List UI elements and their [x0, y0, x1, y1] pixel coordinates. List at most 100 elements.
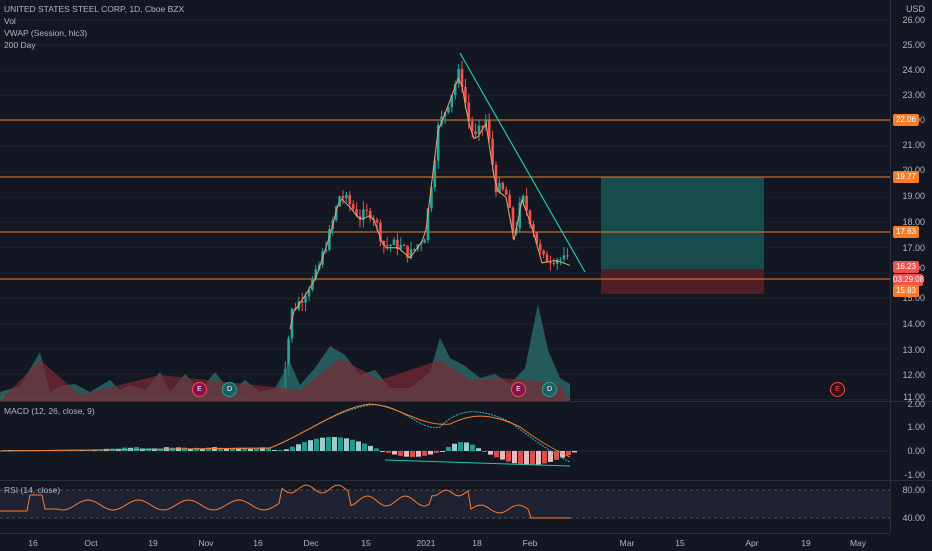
trendline — [459, 52, 586, 273]
macd-histogram-bar — [386, 451, 391, 453]
macd-tick: 1.00 — [907, 422, 925, 432]
candle-body — [477, 125, 481, 134]
dividend-event-icon[interactable]: D — [542, 382, 557, 397]
pane-separator[interactable] — [0, 401, 932, 402]
time-tick: 2021 — [416, 538, 436, 548]
candle-body — [532, 224, 535, 233]
macd-histogram-bar — [194, 447, 199, 451]
rsi-legend[interactable]: RSI (14, close) — [4, 485, 61, 495]
time-tick: Dec — [303, 538, 319, 548]
candle-body — [345, 194, 348, 199]
candle-body — [385, 244, 389, 246]
pane-separator[interactable] — [0, 480, 932, 481]
level-tag-19[interactable]: 19.77 — [893, 171, 919, 183]
currency-label: USD — [905, 4, 925, 14]
macd-histogram-bar — [338, 437, 343, 451]
last-price-tag[interactable]: 16.23 — [893, 261, 919, 273]
candle-body — [307, 290, 311, 297]
earnings-event-icon[interactable]: E — [511, 382, 526, 397]
price-chart-canvas[interactable] — [0, 0, 890, 401]
candle-body — [440, 116, 443, 125]
price-tick: 18.00 — [902, 217, 925, 227]
macd-histogram-bar — [488, 451, 493, 455]
macd-histogram-bar — [158, 448, 163, 451]
candle-body — [552, 263, 556, 265]
candle-body — [430, 187, 433, 209]
candle-body — [528, 210, 532, 225]
macd-histogram-bar — [566, 451, 571, 456]
macd-axis[interactable]: 2.00 1.00 0.00 -1.00 — [890, 399, 932, 480]
candle-body — [511, 207, 515, 234]
symbol-title[interactable]: UNITED STATES STEEL CORP, 1D, Cboe BZX — [4, 4, 185, 14]
candle-body — [535, 232, 539, 244]
time-tick: 16 — [28, 538, 38, 548]
volume-legend[interactable]: Vol — [4, 16, 16, 26]
macd-histogram-bar — [206, 447, 211, 451]
macd-canvas — [0, 403, 890, 467]
dividend-event-icon[interactable]: D — [222, 382, 237, 397]
rsi-tick: 40.00 — [902, 513, 925, 523]
rsi-line — [0, 484, 570, 519]
price-axis[interactable]: USD 26.00 25.00 24.00 23.00 22.00 21.00 … — [890, 0, 932, 402]
macd-histogram-bar — [350, 439, 355, 451]
candle-body — [290, 308, 294, 339]
time-tick: Oct — [84, 538, 98, 548]
macd-histogram-bar — [518, 451, 523, 465]
candle-body — [300, 301, 304, 303]
candle-body — [328, 229, 331, 250]
macd-histogram-bar — [266, 447, 271, 451]
candle-body — [464, 86, 467, 103]
macd-legend[interactable]: MACD (12, 26, close, 9) — [4, 406, 95, 416]
macd-histogram-bar — [290, 446, 295, 451]
rsi-canvas — [0, 484, 890, 519]
ma-legend[interactable]: 200 Day — [4, 40, 36, 50]
candle-body — [348, 194, 352, 205]
countdown-tag[interactable]: 03:29:08 — [893, 274, 925, 286]
macd-histogram-bar — [332, 437, 337, 451]
candle-body — [457, 68, 460, 85]
macd-histogram-bar — [218, 447, 223, 451]
level-tag-15[interactable]: 15.83 — [893, 285, 919, 297]
candle-body — [396, 239, 399, 250]
candle-body — [566, 255, 569, 257]
candle-body — [491, 138, 494, 165]
macd-histogram-bar — [374, 448, 379, 451]
time-tick: 19 — [148, 538, 158, 548]
rsi-axis[interactable]: 80.00 40.00 — [890, 481, 932, 533]
macd-pane[interactable]: MACD (12, 26, close, 9) — [0, 402, 890, 480]
vwap-legend[interactable]: VWAP (Session, hlc3) — [4, 28, 88, 38]
candle-body — [501, 182, 505, 190]
macd-histogram-bar — [368, 445, 373, 451]
macd-histogram-bar — [524, 451, 529, 465]
level-tag-22[interactable]: 22.06 — [893, 114, 919, 126]
earnings-event-icon[interactable]: E — [192, 382, 207, 397]
macd-histogram-bar — [344, 438, 349, 451]
candle-body — [382, 241, 386, 245]
candle-body — [545, 254, 549, 263]
price-tick: 23.00 — [902, 90, 925, 100]
candle-body — [314, 269, 318, 279]
rsi-pane[interactable]: RSI (14, close) — [0, 481, 890, 531]
candle-body — [515, 228, 518, 234]
candle-body — [494, 164, 498, 193]
macd-tick: -1.00 — [904, 470, 925, 480]
macd-histogram-bar — [230, 448, 235, 451]
candle-body — [562, 255, 566, 260]
time-tick: 15 — [675, 538, 685, 548]
time-axis[interactable]: 16 Oct 19 Nov 16 Dec 15 2021 18 Feb Mar … — [0, 533, 890, 551]
macd-histogram-bar — [410, 451, 415, 457]
macd-histogram-bar — [422, 451, 427, 456]
level-tag-17[interactable]: 17.63 — [893, 226, 919, 238]
upcoming-earnings-icon[interactable]: E — [830, 382, 845, 397]
candle-body — [549, 262, 552, 264]
macd-histogram-bar — [284, 449, 289, 451]
price-chart-pane[interactable]: UNITED STATES STEEL CORP, 1D, Cboe BZX V… — [0, 0, 890, 401]
macd-histogram-bar — [554, 451, 559, 460]
volume-area-down — [0, 358, 570, 401]
candle-body — [542, 250, 545, 255]
price-tick: 14.00 — [902, 319, 925, 329]
time-tick: May — [849, 538, 867, 548]
candle-body — [498, 182, 501, 193]
macd-histogram-bar — [572, 451, 577, 453]
rsi-band — [0, 490, 890, 518]
